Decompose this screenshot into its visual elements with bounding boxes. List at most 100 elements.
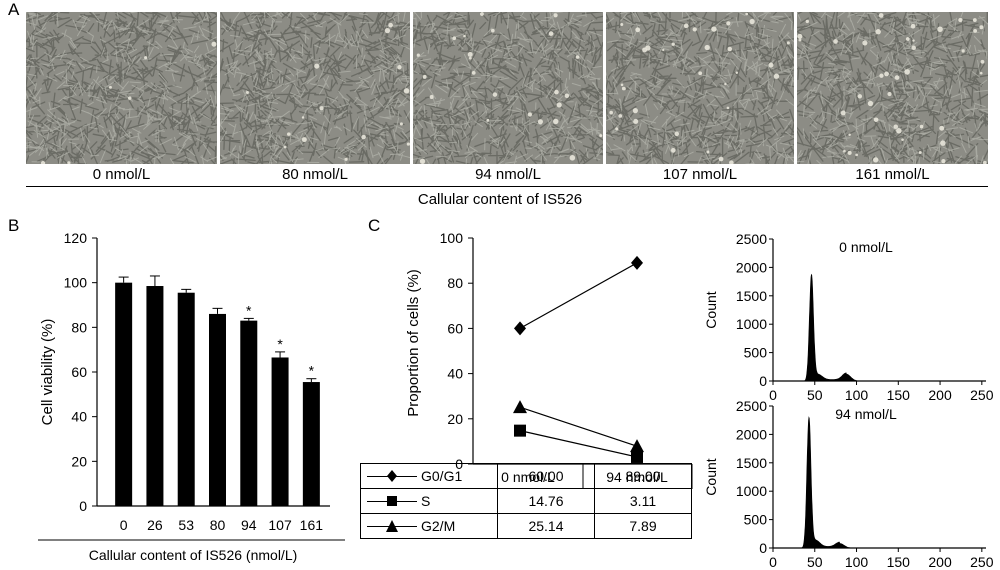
y-tick-label: 2000	[736, 426, 767, 442]
data-point-diamond	[631, 255, 643, 270]
rounded-cell	[486, 118, 490, 122]
rounded-cell	[406, 142, 410, 146]
x-tick-label: 0	[769, 554, 777, 570]
y-tick-label: 1000	[736, 316, 767, 332]
rounded-cell	[569, 155, 576, 161]
rounded-cell	[961, 49, 965, 53]
rounded-cell	[718, 156, 724, 162]
rounded-cell	[615, 127, 619, 131]
bar	[302, 382, 320, 506]
rounded-cell	[632, 108, 638, 114]
y-tick-label: 80	[447, 275, 463, 291]
cell-texture	[220, 12, 410, 164]
rounded-cell	[662, 48, 665, 52]
rounded-cell	[833, 39, 838, 44]
rounded-cell	[910, 23, 916, 29]
rounded-cell	[553, 13, 558, 18]
data-point-triangle	[630, 439, 644, 453]
table-cell: 25.14	[497, 513, 595, 539]
rounded-cell	[873, 157, 879, 163]
rounded-cell	[735, 71, 739, 74]
rounded-cell	[491, 28, 495, 33]
bar	[177, 292, 195, 506]
y-tick-label: 2000	[736, 259, 767, 275]
rounded-cell	[635, 27, 641, 33]
x-tick-label: 107	[268, 517, 292, 533]
data-point-diamond	[514, 321, 526, 336]
cell-highlights	[26, 12, 217, 164]
y-tick-label: 20	[71, 453, 87, 469]
rounded-cell	[620, 83, 624, 87]
rounded-cell	[867, 100, 874, 107]
bar-chart-cell-viability: 0 20 40 60 80 100 120 0 26 53 80 * 94 * 107 * 161 Cell vi…	[38, 230, 345, 563]
rounded-cell	[918, 150, 922, 154]
y-tick-label: 100	[440, 230, 464, 246]
rounded-cell	[452, 36, 457, 41]
rounded-cell	[875, 29, 881, 35]
table-cell: 89.00	[594, 463, 692, 489]
rounded-cell	[958, 17, 963, 23]
table-cell: 7.89	[594, 513, 692, 539]
rounded-cell	[245, 91, 249, 94]
y-axis-label: Count	[703, 291, 719, 328]
x-tick-label: 161	[300, 517, 324, 533]
y-axis-label: Proportion of cells (%)	[405, 269, 422, 417]
rounded-cell	[706, 150, 710, 154]
rounded-cell	[879, 73, 884, 78]
rounded-cell	[468, 56, 472, 60]
micrograph-5	[797, 12, 988, 164]
rounded-cell	[416, 53, 420, 57]
bar	[271, 357, 289, 506]
micrograph-1	[26, 12, 217, 164]
y-tick-label: 1500	[736, 288, 767, 304]
y-tick-label: 2500	[736, 398, 767, 414]
series-name-g2m: G2/M	[421, 518, 456, 534]
rounded-cell	[674, 131, 679, 137]
rounded-cell	[399, 122, 403, 126]
rounded-cell	[973, 29, 978, 33]
rounded-cell	[749, 18, 755, 25]
table-row-g0g1-key: G0/G1	[360, 463, 498, 489]
x-tick-label: 200	[928, 554, 952, 570]
rounded-cell	[904, 69, 910, 75]
rounded-cell	[467, 52, 473, 57]
rounded-cell	[403, 88, 410, 94]
rounded-cell	[797, 33, 803, 39]
rounded-cell	[843, 149, 846, 153]
rounded-cell	[480, 12, 484, 16]
rounded-cell	[727, 46, 733, 52]
table-row-g2m-key: G2/M	[360, 513, 498, 539]
x-tick-label: 250	[970, 554, 994, 570]
rounded-cell	[599, 134, 603, 138]
cell-outlines	[606, 12, 794, 164]
micrograph-4	[606, 12, 794, 164]
y-tick-label: 500	[744, 512, 768, 528]
rounded-cell	[972, 18, 977, 22]
bar	[209, 313, 226, 506]
micrograph-label-2: 80 nmol/L	[282, 166, 348, 183]
rounded-cell	[726, 106, 730, 110]
y-tick-label: 40	[447, 366, 463, 382]
rounded-cell	[388, 22, 393, 28]
rounded-cell	[873, 117, 879, 123]
rounded-cell	[905, 37, 910, 41]
rounded-cell	[919, 124, 924, 129]
rounded-cell	[704, 44, 710, 51]
series-line	[519, 262, 638, 329]
x-tick-label: 50	[807, 387, 823, 403]
rounded-cell	[862, 40, 868, 46]
rounded-cell	[893, 124, 899, 129]
bar	[115, 282, 133, 506]
table-row-s-key: S	[360, 488, 498, 514]
rounded-cell	[940, 140, 946, 146]
rounded-cell	[575, 55, 580, 59]
rounded-cell	[894, 75, 900, 80]
micrograph-label-5: 161 nmol/L	[855, 166, 930, 183]
y-tick-label: 20	[447, 411, 463, 427]
y-tick-label: 120	[64, 230, 88, 246]
rounded-cell	[798, 38, 802, 42]
rounded-cell	[633, 118, 639, 124]
rounded-cell	[463, 34, 466, 38]
rounded-cell	[857, 94, 863, 99]
